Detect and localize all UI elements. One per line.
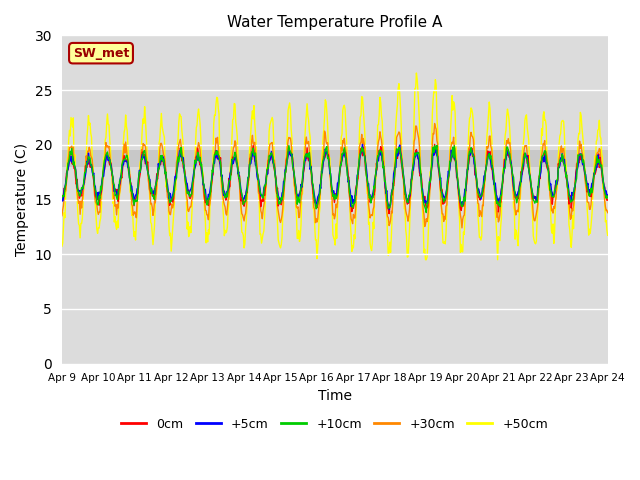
Legend: 0cm, +5cm, +10cm, +30cm, +50cm: 0cm, +5cm, +10cm, +30cm, +50cm bbox=[116, 413, 553, 436]
Text: SW_met: SW_met bbox=[73, 47, 129, 60]
Title: Water Temperature Profile A: Water Temperature Profile A bbox=[227, 15, 442, 30]
Bar bbox=[62, 150, 608, 167]
X-axis label: Time: Time bbox=[318, 389, 352, 403]
Y-axis label: Temperature (C): Temperature (C) bbox=[15, 143, 29, 256]
